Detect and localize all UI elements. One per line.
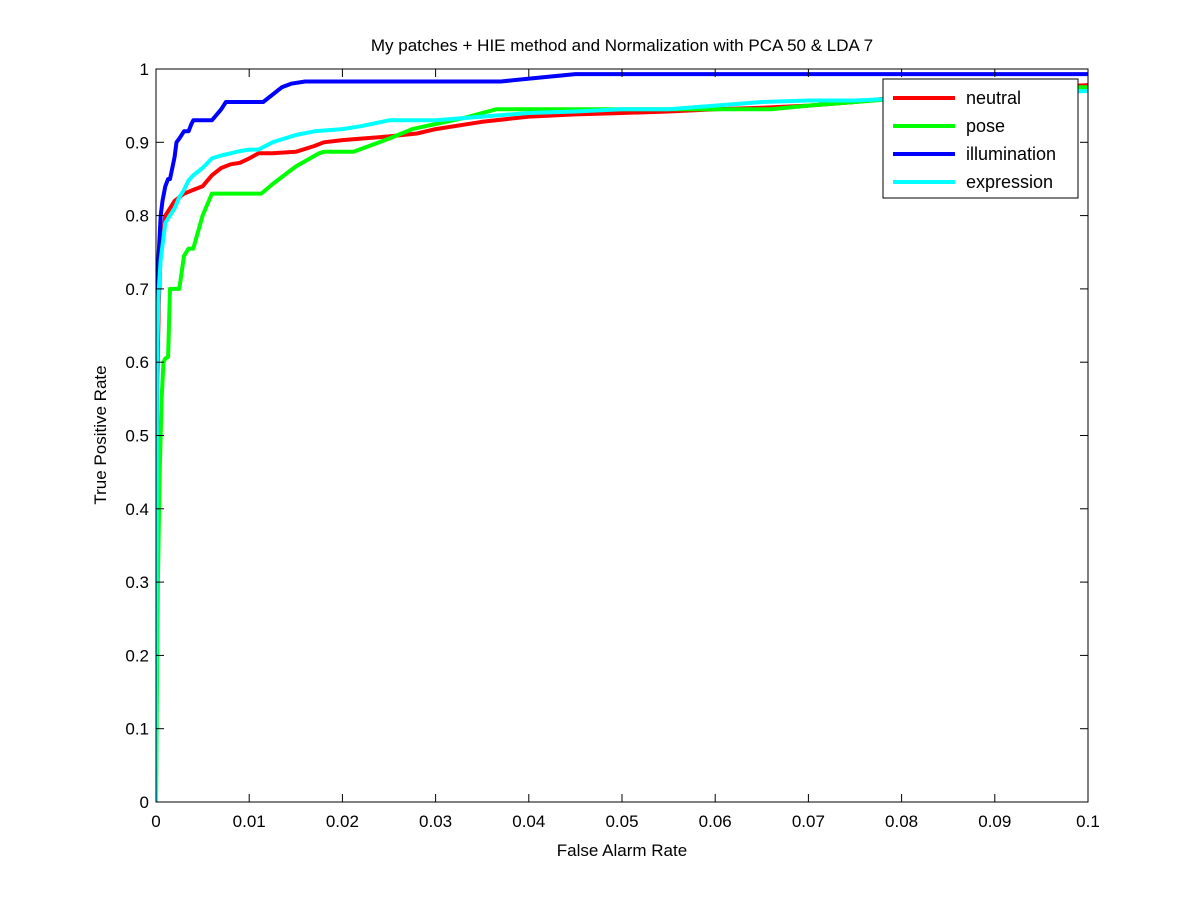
y-axis-label: True Positive Rate <box>91 365 110 504</box>
y-tick-label: 0.9 <box>125 133 149 152</box>
series-line-illumination <box>156 72 1088 607</box>
y-tick-label: 0.7 <box>125 280 149 299</box>
x-axis-label: False Alarm Rate <box>557 841 687 860</box>
y-tick-label: 0.5 <box>125 427 149 446</box>
x-tick-label: 0.03 <box>419 812 452 831</box>
y-tick-label: 0 <box>140 793 149 812</box>
x-tick-label: 0.02 <box>326 812 359 831</box>
chart-title: My patches + HIE method and Normalizatio… <box>371 36 873 55</box>
y-tick-label: 1 <box>140 60 149 79</box>
y-tick-label: 0.8 <box>125 207 149 226</box>
legend: neutral pose illumination expression <box>882 78 1079 199</box>
x-tick-label: 0.06 <box>699 812 732 831</box>
x-tick-label: 0.08 <box>885 812 918 831</box>
series-line-pose <box>156 85 1088 802</box>
x-tick-label: 0 <box>151 812 160 831</box>
y-tick-label: 0.4 <box>125 500 149 519</box>
x-tick-label: 0.01 <box>233 812 266 831</box>
legend-label-expression: expression <box>966 172 1053 192</box>
x-tick-label: 0.05 <box>605 812 638 831</box>
y-tick-label: 0.6 <box>125 353 149 372</box>
plot-frame <box>155 68 1089 803</box>
legend-label-illumination: illumination <box>966 144 1056 164</box>
x-tick-label: 0.09 <box>978 812 1011 831</box>
y-tick-label: 0.3 <box>125 573 149 592</box>
x-tick-label: 0.07 <box>792 812 825 831</box>
y-tick-label: 0.1 <box>125 720 149 739</box>
legend-label-neutral: neutral <box>966 88 1021 108</box>
series-layer <box>156 72 1088 802</box>
y-tick-label: 0.2 <box>125 646 149 665</box>
x-tick-label: 0.04 <box>512 812 545 831</box>
x-tick-label: 0.1 <box>1076 812 1100 831</box>
legend-label-pose: pose <box>966 116 1005 136</box>
series-line-expression <box>156 89 1088 802</box>
ticks-layer: 0 0.01 0.02 0.03 0.04 0.05 0.06 0.07 0.08 0.09 0.1… <box>125 60 1099 831</box>
